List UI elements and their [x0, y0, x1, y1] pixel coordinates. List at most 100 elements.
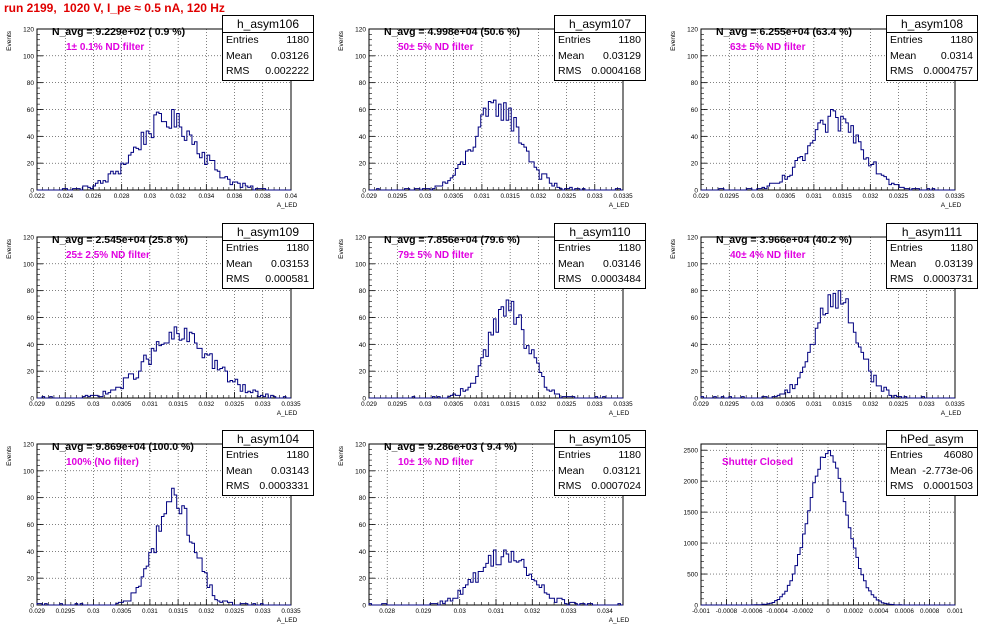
stats-row-entries: Entries 1180	[887, 241, 977, 257]
y-axis-label: Events	[670, 30, 677, 51]
x-axis-label: A_LED	[277, 202, 298, 209]
x-tick-label: 0.038	[255, 193, 271, 200]
x-tick-label: 0.029	[416, 608, 432, 615]
y-tick-label: 100	[23, 468, 34, 475]
stats-key: Entries	[890, 242, 923, 254]
x-tick-label: 0.028	[379, 608, 395, 615]
x-tick-label: 0.029	[29, 608, 45, 615]
stats-key: Mean	[558, 49, 585, 62]
y-tick-label: 20	[359, 576, 367, 583]
run-title: run 2199, 1020 V, I_pe ≈ 0.5 nA, 120 Hz	[4, 1, 225, 15]
stats-value: 0.0007024	[591, 480, 641, 492]
stats-row-rms: RMS 0.0004757	[887, 64, 977, 80]
y-tick-label: 1500	[684, 510, 699, 517]
x-tick-label: 0.0305	[112, 401, 132, 408]
x-axis-label: A_LED	[277, 617, 298, 624]
stats-value: 0.0003331	[259, 480, 309, 492]
filter-label: 79± 5% ND filter	[398, 250, 474, 261]
x-tick-label: 0.0008	[920, 608, 940, 615]
stats-box: h_asym108 Entries 1180 Mean 0.0314 RMS 0.00047…	[886, 15, 978, 81]
x-tick-label: -0.001	[692, 608, 710, 615]
x-tick-label: 0.03	[144, 193, 157, 200]
stats-value: 0.03139	[935, 257, 973, 270]
x-tick-label: 0.0295	[388, 401, 408, 408]
x-tick-label: 0.033	[919, 401, 935, 408]
x-tick-label: 0.032	[198, 401, 214, 408]
histogram-name: hPed_asym	[887, 431, 977, 448]
histogram-panel-h_asym108: 0 20 40 60 80 100 120 0.029 0.0295 0.03 0.0305 0.03…	[664, 12, 996, 219]
y-axis-label: Events	[6, 445, 13, 466]
stats-key: RMS	[890, 480, 914, 492]
y-tick-label: 20	[691, 161, 699, 168]
y-tick-label: 120	[687, 27, 698, 34]
x-tick-label: 0.0315	[168, 401, 188, 408]
stats-row-rms: RMS 0.0003731	[887, 272, 977, 288]
x-tick-label: 0.0295	[388, 193, 408, 200]
y-tick-label: 40	[27, 549, 35, 556]
stats-row-mean: Mean 0.03143	[223, 464, 313, 480]
x-tick-label: 0.032	[170, 193, 186, 200]
histogram-name: h_asym105	[555, 431, 645, 448]
y-tick-label: 80	[27, 495, 35, 502]
x-axis-label: A_LED	[277, 410, 298, 417]
stats-row-entries: Entries 1180	[223, 448, 313, 464]
stats-row-mean: Mean -2.773e-06	[887, 464, 977, 480]
x-tick-label: 0.031	[142, 608, 158, 615]
y-tick-label: 60	[27, 315, 35, 322]
stats-key: Entries	[226, 449, 259, 461]
y-tick-label: 0	[362, 188, 366, 195]
histogram-plot: 0 20 40 60 80 100 120 0.029 0.0295 0.03 0.0305 0.03…	[6, 235, 301, 418]
stats-key: Entries	[890, 34, 923, 46]
stats-value: 0.03143	[271, 464, 309, 477]
stats-box: h_asym109 Entries 1180 Mean 0.03153 RMS 0.0005…	[222, 223, 314, 289]
y-tick-label: 80	[691, 80, 699, 87]
x-tick-label: 0.03	[87, 608, 100, 615]
stats-row-rms: RMS 0.0007024	[555, 479, 645, 495]
x-tick-label: -0.0008	[716, 608, 738, 615]
y-axis-label: Events	[338, 238, 345, 259]
x-tick-label: 0.031	[142, 401, 158, 408]
stats-row-entries: Entries 1180	[555, 241, 645, 257]
y-tick-label: 100	[23, 261, 34, 268]
x-tick-label: 0.022	[29, 193, 45, 200]
stats-key: Mean	[226, 257, 253, 270]
x-tick-label: 0.032	[198, 608, 214, 615]
x-tick-label: 0.032	[530, 401, 546, 408]
histogram-panel-h_asym110: 0 20 40 60 80 100 120 0.029 0.0295 0.03 0.0305 0.03…	[332, 220, 664, 427]
y-tick-label: 60	[359, 315, 367, 322]
histogram-name: h_asym104	[223, 431, 313, 448]
stats-row-mean: Mean 0.03121	[555, 464, 645, 480]
stats-value: 1180	[950, 242, 973, 254]
y-tick-label: 40	[27, 134, 35, 141]
y-tick-label: 100	[687, 53, 698, 60]
y-tick-label: 80	[359, 288, 367, 295]
histogram-panel-h_asym106: 0 20 40 60 80 100 120 0.022 0.024 0.026 0.028 0.03 0…	[0, 12, 332, 219]
stats-row-entries: Entries 1180	[223, 33, 313, 49]
x-tick-label: 0.033	[587, 401, 603, 408]
stats-value: 0.0314	[940, 49, 973, 62]
stats-key: Entries	[558, 449, 591, 461]
y-tick-label: 80	[27, 80, 35, 87]
x-tick-label: 0.026	[86, 193, 102, 200]
histogram-series	[369, 299, 623, 399]
y-tick-label: 60	[359, 107, 367, 114]
stats-key: RMS	[226, 273, 250, 285]
x-tick-label: 0.03	[419, 401, 432, 408]
stats-row-mean: Mean 0.03153	[223, 257, 313, 273]
stats-row-entries: Entries 1180	[555, 448, 645, 464]
y-tick-label: 60	[27, 107, 35, 114]
y-tick-label: 100	[355, 53, 366, 60]
y-tick-label: 80	[691, 288, 699, 295]
x-tick-label: 0.029	[693, 401, 709, 408]
stats-row-rms: RMS 0.0004168	[555, 64, 645, 80]
stats-box: h_asym111 Entries 1180 Mean 0.03139 RMS 0.0003…	[886, 223, 978, 289]
y-tick-label: 0	[362, 396, 366, 403]
x-axis-label: A_LED	[941, 410, 962, 417]
histogram-panel-h_asym111: 0 20 40 60 80 100 120 0.029 0.0295 0.03 0.0305 0.03…	[664, 220, 996, 427]
y-axis-label: Events	[670, 238, 677, 259]
x-tick-label: 0.0305	[444, 193, 464, 200]
x-tick-label: 0.036	[227, 193, 243, 200]
histogram-name: h_asym108	[887, 16, 977, 33]
x-tick-label: 0.032	[524, 608, 540, 615]
stats-box: h_asym105 Entries 1180 Mean 0.03121 RMS 0.0007…	[554, 430, 646, 496]
